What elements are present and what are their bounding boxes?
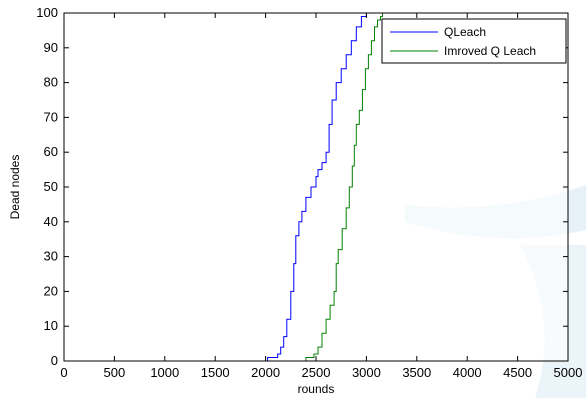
x-tick-label: 1500: [201, 365, 230, 380]
series-line-2: [64, 12, 568, 362]
y-tick-label: 0: [51, 353, 58, 368]
x-tick-label: 4500: [503, 365, 532, 380]
legend-entry-1: QLeach: [444, 25, 486, 39]
y-tick-label: 90: [44, 40, 58, 55]
y-tick-label: 80: [44, 75, 58, 90]
legend-entry-2: Imroved Q Leach: [444, 44, 536, 58]
x-tick-label: 2000: [251, 365, 280, 380]
x-tick-label: 3500: [402, 365, 431, 380]
x-tick-label: 2500: [302, 365, 331, 380]
x-tick-label: 500: [104, 365, 126, 380]
x-tick-label: 4000: [453, 365, 482, 380]
plot-area: [64, 12, 568, 362]
x-tick-label: 5000: [554, 365, 583, 380]
y-tick-label: 50: [44, 179, 58, 194]
x-axis-label: rounds: [298, 382, 335, 396]
y-tick-label: 40: [44, 214, 58, 229]
series-line-1: [64, 12, 568, 362]
x-tick-label: 3000: [352, 365, 381, 380]
axes: 0 500 1000 1500 2000 2500 3000 3500 4000 4500 5000…: [36, 5, 582, 380]
x-tick-label: 1000: [150, 365, 179, 380]
y-tick-label: 10: [44, 318, 58, 333]
legend: QLeach Imroved Q Leach: [381, 18, 567, 64]
y-tick-label: 100: [36, 5, 58, 20]
y-tick-label: 20: [44, 283, 58, 298]
y-axis-label: Dead nodes: [8, 155, 22, 220]
legend-box: [381, 18, 567, 64]
y-tick-label: 30: [44, 249, 58, 264]
y-tick-label: 70: [44, 109, 58, 124]
x-tick-label: 0: [60, 365, 67, 380]
y-tick-label: 60: [44, 144, 58, 159]
